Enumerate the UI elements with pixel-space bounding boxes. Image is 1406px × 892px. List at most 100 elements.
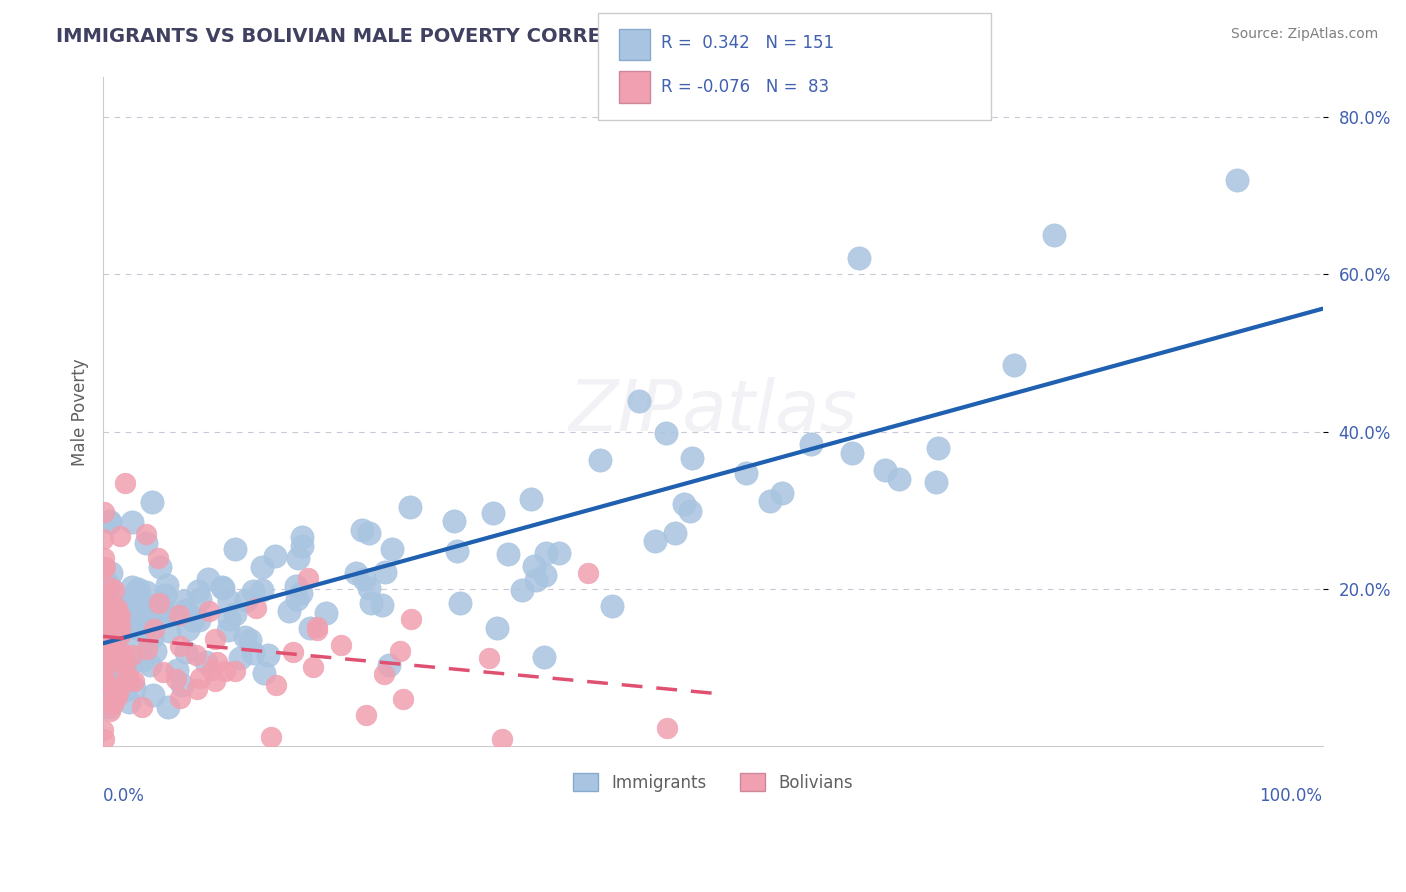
- Point: [446, 544, 468, 558]
- Point: [120, 598, 142, 612]
- Point: [91, 700, 114, 714]
- Point: [655, 425, 678, 440]
- Point: [131, 608, 153, 623]
- Point: [148, 596, 170, 610]
- Point: [443, 514, 465, 528]
- Point: [373, 667, 395, 681]
- Point: [190, 591, 212, 606]
- Point: [93, 598, 115, 612]
- Point: [91, 668, 114, 682]
- Point: [496, 547, 519, 561]
- Point: [235, 593, 257, 607]
- Point: [360, 596, 382, 610]
- Point: [135, 585, 157, 599]
- Point: [167, 607, 190, 622]
- Legend: Immigrants, Bolivians: Immigrants, Bolivians: [567, 767, 859, 798]
- Text: 100.0%: 100.0%: [1260, 787, 1323, 805]
- Point: [155, 578, 177, 592]
- Point: [108, 619, 131, 633]
- Point: [118, 673, 141, 688]
- Point: [93, 649, 115, 664]
- Point: [121, 515, 143, 529]
- Point: [114, 683, 136, 698]
- Point: [93, 550, 115, 565]
- Point: [449, 596, 471, 610]
- Point: [96, 686, 118, 700]
- Point: [187, 584, 209, 599]
- Point: [91, 689, 114, 703]
- Point: [169, 639, 191, 653]
- Point: [486, 621, 509, 635]
- Point: [307, 624, 329, 638]
- Point: [125, 585, 148, 599]
- Point: [735, 466, 758, 480]
- Point: [98, 581, 121, 595]
- Point: [519, 491, 541, 506]
- Point: [374, 565, 396, 579]
- Point: [233, 630, 256, 644]
- Point: [103, 583, 125, 598]
- Point: [218, 611, 240, 625]
- Point: [224, 607, 246, 622]
- Point: [156, 700, 179, 714]
- Point: [188, 671, 211, 685]
- Point: [212, 581, 235, 595]
- Point: [91, 583, 114, 598]
- Point: [344, 566, 367, 581]
- Point: [176, 603, 198, 617]
- Point: [800, 437, 823, 451]
- Point: [299, 621, 322, 635]
- Point: [759, 493, 782, 508]
- Point: [94, 572, 117, 586]
- Point: [91, 532, 114, 546]
- Point: [291, 530, 314, 544]
- Point: [534, 568, 557, 582]
- Point: [211, 580, 233, 594]
- Point: [143, 623, 166, 637]
- Point: [131, 624, 153, 638]
- Point: [848, 252, 870, 266]
- Text: IMMIGRANTS VS BOLIVIAN MALE POVERTY CORRELATION CHART: IMMIGRANTS VS BOLIVIAN MALE POVERTY CORR…: [56, 27, 761, 45]
- Point: [478, 651, 501, 665]
- Point: [96, 650, 118, 665]
- Point: [260, 730, 283, 744]
- Point: [104, 646, 127, 660]
- Point: [253, 666, 276, 681]
- Point: [177, 622, 200, 636]
- Point: [142, 613, 165, 627]
- Point: [93, 653, 115, 667]
- Point: [101, 643, 124, 657]
- Point: [114, 598, 136, 612]
- Point: [250, 583, 273, 598]
- Point: [224, 542, 246, 557]
- Point: [134, 597, 156, 611]
- Point: [131, 700, 153, 714]
- Point: [108, 609, 131, 624]
- Point: [110, 618, 132, 632]
- Point: [290, 586, 312, 600]
- Point: [93, 723, 115, 737]
- Point: [401, 612, 423, 626]
- Point: [197, 573, 219, 587]
- Point: [94, 616, 117, 631]
- Point: [381, 542, 404, 557]
- Point: [108, 628, 131, 642]
- Point: [91, 561, 114, 575]
- Text: R = -0.076   N =  83: R = -0.076 N = 83: [661, 78, 830, 95]
- Point: [841, 446, 863, 460]
- Point: [229, 651, 252, 665]
- Point: [301, 660, 323, 674]
- Point: [166, 664, 188, 678]
- Point: [285, 592, 308, 607]
- Point: [284, 579, 307, 593]
- Point: [104, 625, 127, 640]
- Point: [105, 601, 128, 615]
- Point: [135, 527, 157, 541]
- Point: [679, 504, 702, 518]
- Point: [245, 601, 267, 615]
- Point: [664, 525, 686, 540]
- Point: [214, 664, 236, 678]
- Point: [153, 607, 176, 622]
- Point: [523, 558, 546, 573]
- Text: ZIPatlas: ZIPatlas: [568, 377, 858, 446]
